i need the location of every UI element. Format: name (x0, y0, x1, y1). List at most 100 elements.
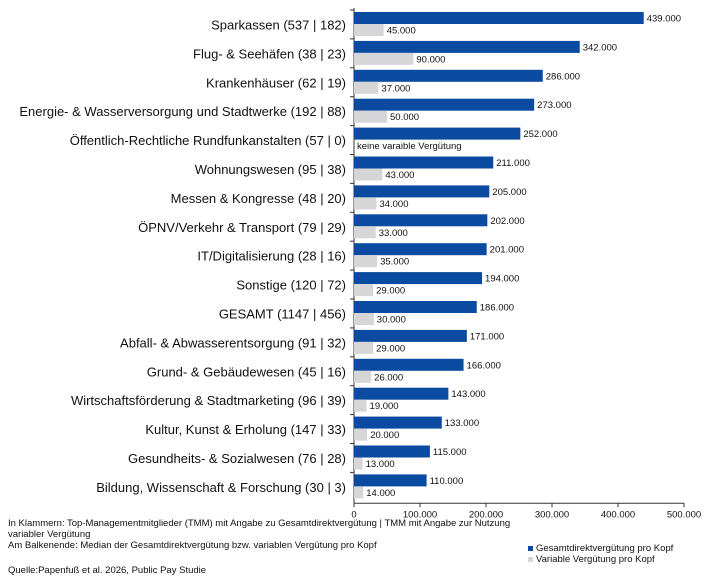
data-label-gesamt: 205.000 (492, 187, 526, 198)
bar-gesamt (354, 474, 427, 487)
category-label: GESAMT (1147 | 456) (219, 306, 346, 321)
chart-notes: In Klammern: Top-Managementmitglieder (T… (8, 518, 528, 551)
bar-gesamt (354, 156, 494, 169)
data-label-variable: 45.000 (387, 26, 416, 37)
chart-legend: Gesamtdirektvergütung pro Kopf Variable … (528, 543, 673, 565)
data-label-variable: 50.000 (390, 112, 419, 123)
bar-gesamt (354, 214, 488, 227)
data-label-gesamt: 342.000 (583, 42, 617, 53)
note-line-3: Am Balkenende: Median der Gesamtdirektve… (8, 540, 377, 551)
bar-gesamt (354, 12, 644, 24)
data-label-gesamt: 439.000 (647, 14, 681, 25)
category-label: Grund- & Gebäudewesen (45 | 16) (147, 364, 346, 379)
x-tick-label: 400.000 (601, 509, 635, 520)
bar-gesamt (354, 185, 490, 198)
bar-variable (354, 399, 367, 412)
legend-swatch-gesamt (528, 546, 533, 551)
bar-variable (354, 428, 368, 441)
data-label-variable: keine varaible Vergütung (357, 141, 462, 152)
data-label-variable: 33.000 (379, 228, 408, 239)
data-label-gesamt: 115.000 (433, 447, 467, 458)
category-label: Sparkassen (537 | 182) (211, 17, 346, 32)
data-label-variable: 26.000 (374, 372, 403, 383)
bar-variable (354, 457, 363, 470)
category-label: ÖPNV/Verkehr & Transport (79 | 29) (138, 220, 346, 235)
bar-gesamt (354, 98, 535, 111)
data-label-variable: 20.000 (370, 430, 399, 441)
category-label: Krankenhäuser (62 | 19) (206, 75, 346, 90)
data-label-variable: 14.000 (366, 488, 395, 499)
note-line-1: In Klammern: Top-Managementmitglieder (T… (8, 518, 511, 529)
data-label-variable: 29.000 (376, 286, 405, 297)
data-label-variable: 34.000 (379, 199, 408, 210)
category-label: Wohnungswesen (95 | 38) (195, 162, 346, 177)
category-label: Gesundheits- & Sozialwesen (76 | 28) (128, 451, 346, 466)
bar-variable (354, 24, 384, 36)
data-label-gesamt: 286.000 (546, 71, 580, 82)
legend-label-variable: Variable Vergütung pro Kopf (536, 554, 655, 565)
bar-gesamt (354, 358, 464, 371)
category-label: Messen & Kongresse (48 | 20) (171, 191, 346, 206)
note-line-2: variabler Vergütung (8, 529, 91, 540)
bar-variable (354, 370, 372, 383)
data-label-gesamt: 133.000 (445, 418, 479, 429)
x-tick-label: 300.000 (535, 509, 569, 520)
bar-variable (354, 486, 364, 499)
data-label-gesamt: 273.000 (537, 100, 571, 111)
bar-variable (354, 313, 374, 325)
source-note: Quelle:Papenfuß et al. 2026, Public Pay … (8, 565, 207, 576)
data-label-variable: 13.000 (366, 459, 395, 470)
x-tick-label: 0 (351, 509, 356, 520)
data-label-variable: 35.000 (380, 257, 409, 268)
bar-variable (354, 255, 378, 268)
data-label-variable: 29.000 (376, 343, 405, 354)
data-label-gesamt: 110.000 (430, 476, 464, 487)
category-label: Sonstige (120 | 72) (236, 278, 346, 293)
legend-label-gesamt: Gesamtdirektvergütung pro Kopf (536, 543, 674, 554)
data-label-gesamt: 171.000 (470, 331, 504, 342)
legend-item-variable: Variable Vergütung pro Kopf (528, 554, 673, 565)
category-label: Bildung, Wissenschaft & Forschung (30 | … (96, 480, 346, 495)
bar-gesamt (354, 127, 521, 140)
data-label-variable: 30.000 (377, 315, 406, 326)
x-tick-label: 100.000 (403, 509, 437, 520)
category-label: Abfall- & Abwasserentsorgung (91 | 32) (120, 335, 346, 350)
category-label: Energie- & Wasserversorgung und Stadtwer… (19, 104, 346, 119)
category-label: Öffentlich-Rechtliche Rundfunkanstalten … (70, 133, 346, 148)
data-label-gesamt: 186.000 (480, 303, 514, 314)
legend-item-gesamt: Gesamtdirektvergütung pro Kopf (528, 543, 673, 554)
data-label-gesamt: 143.000 (451, 389, 485, 400)
data-label-variable: 19.000 (370, 401, 399, 412)
bar-variable (354, 110, 387, 123)
bar-gesamt (354, 445, 430, 458)
bar-variable (354, 284, 374, 297)
data-label-variable: 90.000 (416, 54, 445, 65)
bar-gesamt (354, 272, 483, 285)
data-label-gesamt: 166.000 (467, 360, 501, 371)
data-label-gesamt: 211.000 (496, 158, 530, 169)
bar-gesamt (354, 416, 442, 429)
bar-gesamt (354, 387, 449, 400)
bar-variable (354, 168, 383, 181)
bar-variable (354, 197, 377, 210)
bar-gesamt (354, 40, 580, 53)
data-label-gesamt: 194.000 (485, 274, 519, 285)
x-tick-label: 500.000 (667, 509, 701, 520)
bar-gesamt (354, 329, 467, 342)
data-label-variable: 43.000 (385, 170, 414, 181)
bar-variable (354, 226, 376, 239)
bar-variable (354, 341, 374, 354)
x-tick-label: 200.000 (469, 509, 503, 520)
data-label-gesamt: 202.000 (490, 216, 524, 227)
data-label-gesamt: 201.000 (490, 245, 524, 256)
legend-swatch-variable (528, 557, 533, 562)
data-label-gesamt: 252.000 (523, 129, 557, 140)
category-label: IT/Digitalisierung (28 | 16) (197, 249, 346, 264)
data-label-variable: 37.000 (381, 83, 410, 94)
category-label: Wirtschaftsförderung & Stadtmarketing (9… (71, 393, 346, 408)
bar-variable (354, 81, 379, 94)
bar-gesamt (354, 243, 487, 256)
bar-variable (354, 52, 414, 65)
category-label: Kultur, Kunst & Erholung (147 | 33) (145, 422, 346, 437)
bar-chart: Sparkassen (537 | 182) 439.000 45.000 Flug-… (19, 8, 701, 520)
